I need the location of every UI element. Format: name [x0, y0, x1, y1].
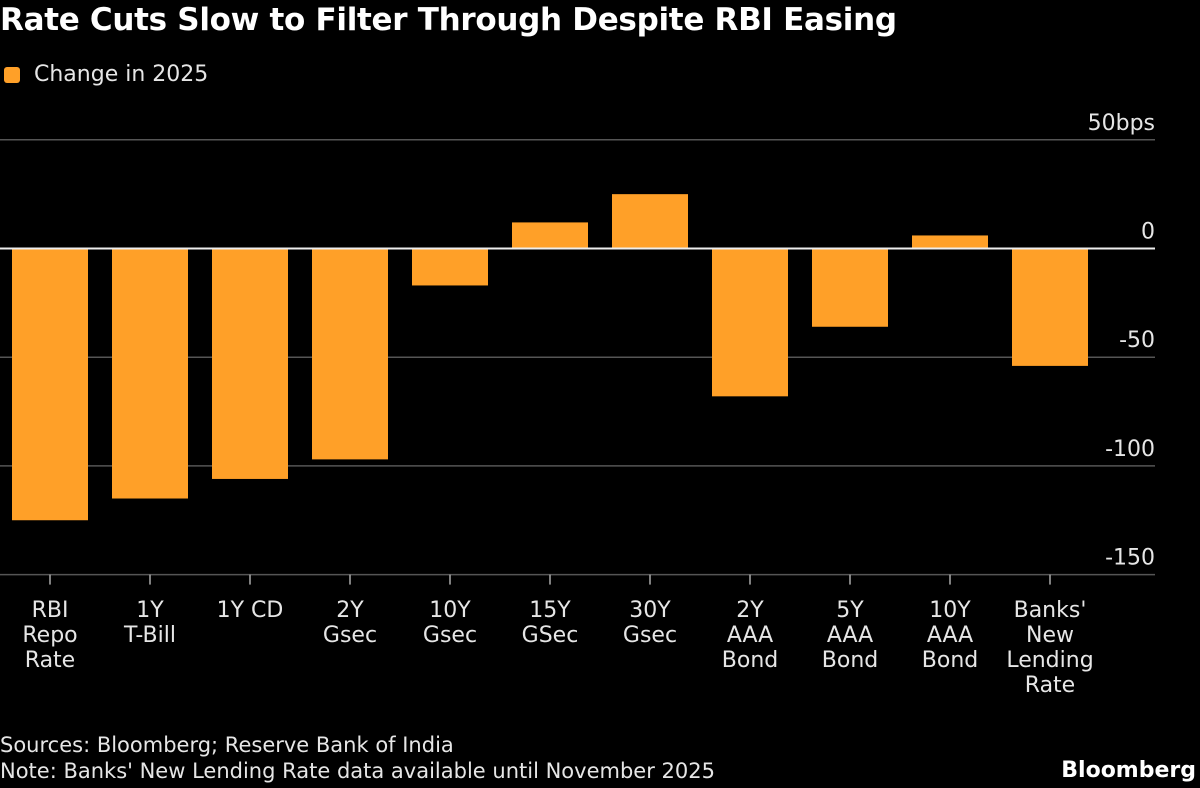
x-tick-label: Repo: [22, 623, 77, 648]
x-tick-label: Gsec: [623, 623, 677, 648]
bloomberg-logo: Bloomberg: [1061, 758, 1196, 783]
x-tick-label: 30Y: [629, 598, 671, 623]
x-tick-label: Bond: [922, 648, 978, 673]
y-tick-label: 0: [1141, 220, 1155, 245]
bar: [712, 248, 788, 397]
y-tick-label: -50: [1119, 328, 1155, 353]
legend: Change in 2025: [4, 62, 208, 87]
bar: [12, 248, 88, 521]
x-tick-label: 1Y CD: [217, 598, 284, 623]
x-tick-label: 2Y: [336, 598, 364, 623]
x-tick-label: Gsec: [423, 623, 477, 648]
bar: [612, 194, 688, 249]
x-tick-label: Rate: [25, 648, 75, 673]
bar: [512, 222, 588, 249]
chart-title: Rate Cuts Slow to Filter Through Despite…: [0, 2, 897, 38]
bar: [812, 248, 888, 327]
bar: [412, 248, 488, 286]
x-tick-label: RBI: [32, 598, 69, 623]
sources-text: Sources: Bloomberg; Reserve Bank of Indi…: [0, 733, 454, 757]
legend-swatch: [4, 66, 20, 83]
bar: [312, 248, 388, 460]
bar: [112, 248, 188, 499]
x-tick-label: AAA: [827, 623, 873, 648]
x-tick-label: GSec: [522, 623, 579, 648]
x-tick-label: AAA: [727, 623, 773, 648]
y-tick-label: -150: [1105, 546, 1155, 571]
x-tick-label: 10Y: [429, 598, 471, 623]
legend-label: Change in 2025: [34, 62, 209, 87]
x-tick-label: 1Y: [136, 598, 164, 623]
bar: [212, 248, 288, 479]
bar: [912, 235, 988, 249]
y-tick-label: -100: [1105, 437, 1155, 462]
x-tick-label: 2Y: [736, 598, 764, 623]
x-tick-label: Gsec: [323, 623, 377, 648]
x-tick-label: New: [1026, 623, 1074, 648]
x-tick-label: 15Y: [529, 598, 571, 623]
y-tick-label: 50bps: [1088, 111, 1155, 136]
x-tick-label: Banks': [1014, 598, 1087, 623]
x-tick-label: T-Bill: [123, 623, 176, 648]
x-tick-label: Rate: [1025, 673, 1075, 698]
x-tick-label: Bond: [822, 648, 878, 673]
x-tick-label: AAA: [927, 623, 973, 648]
x-tick-label: 10Y: [929, 598, 971, 623]
x-tick-label: 5Y: [836, 598, 864, 623]
bar: [1012, 248, 1088, 366]
x-tick-label: Lending: [1006, 648, 1093, 673]
x-tick-label: Bond: [722, 648, 778, 673]
note-text: Note: Banks' New Lending Rate data avail…: [0, 759, 715, 783]
